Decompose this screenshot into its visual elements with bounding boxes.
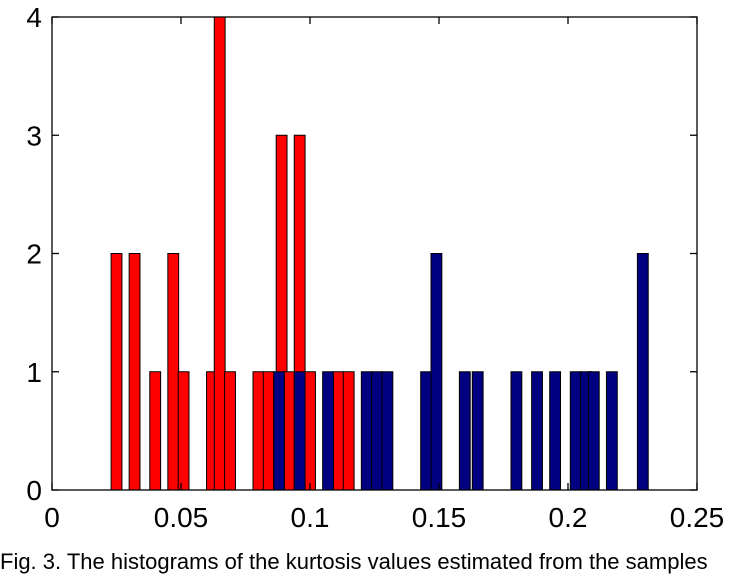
bar-series1-6 — [213, 16, 226, 491]
bar-series2-13 — [569, 371, 582, 491]
bar-series1-14 — [332, 371, 345, 491]
y-tick-label-1: 1 — [26, 357, 42, 388]
x-tick-label-3: 0.15 — [412, 502, 467, 533]
bar-series1-13 — [304, 371, 316, 491]
bar-series2-16 — [605, 371, 618, 491]
bar-series2-3 — [360, 371, 373, 491]
y-tick-label-4: 4 — [26, 2, 42, 33]
bar-series2-6 — [420, 371, 433, 491]
figure-caption: Fig. 3. The histograms of the kurtosis v… — [0, 549, 708, 574]
bar-series2-12 — [549, 371, 562, 491]
bar-series2-2 — [322, 371, 334, 491]
bar-series1-11 — [283, 371, 296, 491]
bar-series1-9 — [262, 371, 275, 491]
ticks-layer: 0 0.05 0.1 0.15 0.2 0.25 0 1 2 3 4 — [26, 2, 724, 533]
x-tick-label-4: 0.2 — [549, 502, 588, 533]
y-tick-label-0: 0 — [26, 475, 42, 506]
x-tick-label-0: 0 — [44, 502, 60, 533]
bar-series1-4 — [177, 371, 190, 491]
bar-series1-15 — [342, 371, 355, 491]
bar-series1-2 — [149, 371, 162, 491]
bar-series1-0 — [110, 253, 123, 491]
bar-series2-17 — [636, 253, 649, 491]
x-tick-label-2: 0.1 — [291, 502, 330, 533]
bar-series2-9 — [471, 371, 484, 491]
bar-series2-4 — [371, 371, 384, 491]
bar-series2-7 — [430, 253, 443, 491]
bars-layer — [110, 16, 649, 491]
bar-series2-0 — [273, 371, 285, 491]
bar-series1-7 — [224, 371, 236, 491]
y-tick-label-3: 3 — [26, 120, 42, 151]
y-tick-label-2: 2 — [26, 239, 42, 270]
bar-series2-10 — [510, 371, 523, 491]
bar-series2-1 — [293, 371, 306, 491]
x-tick-label-5: 0.25 — [670, 502, 725, 533]
bar-series1-1 — [128, 253, 141, 491]
bar-series2-8 — [458, 371, 471, 491]
bar-series2-15 — [587, 371, 600, 491]
bar-series1-8 — [252, 371, 265, 491]
bar-series2-11 — [531, 371, 543, 491]
x-tick-label-1: 0.05 — [154, 502, 209, 533]
bar-series2-5 — [381, 371, 394, 491]
bar-series1-3 — [167, 253, 180, 491]
